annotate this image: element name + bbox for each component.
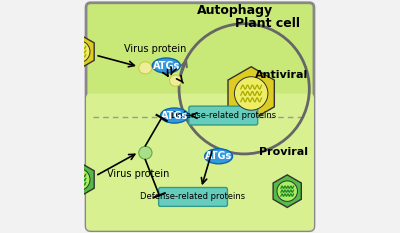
Text: Virus protein: Virus protein (107, 169, 169, 179)
Text: Defense-related proteins: Defense-related proteins (140, 192, 246, 202)
Ellipse shape (205, 149, 232, 164)
Ellipse shape (160, 108, 188, 123)
FancyBboxPatch shape (86, 93, 314, 231)
FancyBboxPatch shape (86, 3, 314, 231)
Text: Proviral: Proviral (259, 147, 308, 157)
Text: Defense-related proteins: Defense-related proteins (171, 111, 276, 120)
Circle shape (234, 77, 268, 110)
Ellipse shape (152, 58, 180, 73)
Circle shape (68, 41, 90, 62)
Polygon shape (64, 34, 94, 69)
Polygon shape (273, 175, 301, 207)
Text: Antiviral: Antiviral (255, 70, 308, 80)
Text: ATGs: ATGs (153, 61, 180, 71)
Polygon shape (228, 67, 274, 120)
FancyBboxPatch shape (159, 188, 228, 206)
Ellipse shape (170, 75, 182, 86)
FancyBboxPatch shape (189, 106, 258, 125)
Polygon shape (64, 162, 94, 197)
Text: Autophagy: Autophagy (197, 4, 273, 17)
Text: ATGs: ATGs (205, 151, 232, 161)
Text: Virus protein: Virus protein (124, 44, 187, 54)
Circle shape (68, 169, 90, 190)
Circle shape (277, 181, 298, 201)
Text: ATGs: ATGs (161, 110, 188, 120)
Ellipse shape (139, 146, 152, 159)
Ellipse shape (139, 62, 152, 74)
Text: Plant cell: Plant cell (235, 17, 300, 30)
